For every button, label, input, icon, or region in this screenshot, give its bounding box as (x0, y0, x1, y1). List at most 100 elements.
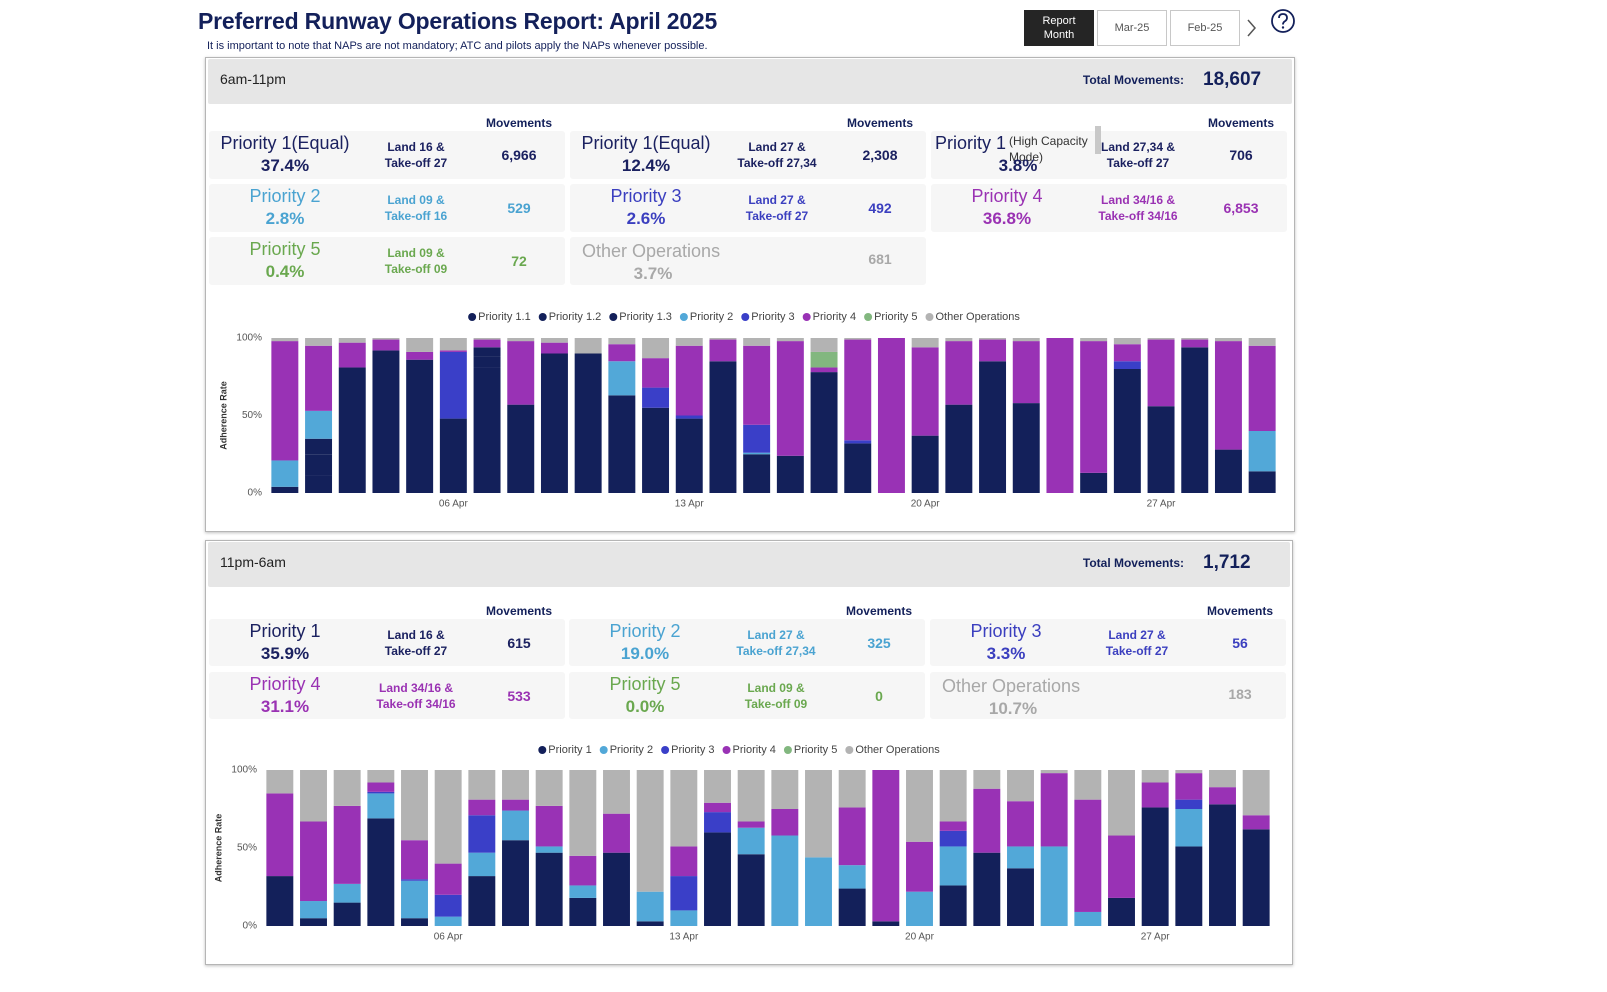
priority-card: Priority 2 2.8% Land 09 & Take-off 16 529 (209, 184, 565, 232)
movements-header: Movements (1207, 116, 1275, 130)
runway-line: Land 34/16 & (378, 681, 454, 695)
priority-card: Priority 4 36.8% Land 34/16 & Take-off 34/1… (931, 184, 1287, 232)
report-month-button[interactable]: Report Month (1024, 10, 1094, 46)
report-subtitle: It is important to note that NAPs are no… (207, 40, 708, 52)
runway-line: Take-off 27 (384, 156, 448, 170)
scroll-bar (1095, 126, 1101, 154)
runway-line: Land 27 & (1108, 628, 1166, 642)
card-movements: 2,308 (862, 147, 898, 163)
card-runway: Land 27,34 & Take-off 27 (1068, 139, 1208, 171)
priority-card: Priority 4 31.1% Land 34/16 & Take-off 34/1… (209, 672, 565, 719)
card-runway: Land 09 & Take-off 09 (346, 245, 486, 277)
movements-header: Movements (845, 604, 913, 618)
movements-header: Movements (485, 604, 553, 618)
section-header (208, 542, 1290, 587)
card-title: Other Operations (942, 676, 1081, 696)
priority-card: Priority 1 (High Capacity Mode) 3.8% Land 2… (931, 131, 1287, 179)
card-movements: 615 (507, 635, 531, 651)
card-title: Priority 3 (610, 186, 682, 206)
month-button[interactable]: Feb-25 (1170, 10, 1240, 46)
card-runway: Land 09 & Take-off 09 (706, 680, 846, 712)
card-percent: 0.4% (265, 262, 305, 281)
card-title: Priority 4 (971, 186, 1043, 206)
card-percent: 36.8% (982, 209, 1032, 228)
runway-line: Land 16 & (387, 628, 445, 642)
runway-line: Land 27 & (748, 140, 806, 154)
report-title: Preferred Runway Operations Report: Apri… (198, 8, 718, 34)
card-movements: 492 (868, 200, 892, 216)
next-arrow[interactable] (1243, 16, 1259, 40)
card-percent: 12.4% (621, 156, 671, 175)
card-title: Priority 1(Equal) (220, 133, 350, 153)
runway-line: Land 09 & (387, 246, 445, 260)
priority-card: Priority 1(Equal) 12.4% Land 27 & Take-off … (570, 131, 926, 179)
runway-line: Take-off 09 (384, 262, 448, 276)
card-percent: 2.6% (626, 209, 666, 228)
card-title: Priority 5 (609, 674, 681, 694)
help-icon[interactable] (1269, 7, 1297, 35)
card-percent: 3.8% (998, 156, 1038, 175)
card-title: Priority 1(Equal) (581, 133, 711, 153)
runway-line: Take-off 27 (745, 209, 809, 223)
runway-line: Take-off 34/16 (1098, 209, 1178, 223)
card-movements: 72 (511, 253, 527, 269)
priority-card: Other Operations 10.7% 183 (930, 672, 1286, 719)
card-percent: 3.3% (986, 644, 1026, 663)
card-runway: Land 34/16 & Take-off 34/16 (346, 680, 486, 712)
card-runway: Land 09 & Take-off 16 (346, 192, 486, 224)
card-percent: 2.8% (265, 209, 305, 228)
runway-line: Take-off 09 (744, 697, 808, 711)
priority-card: Priority 2 19.0% Land 27 & Take-off 27,34 32… (569, 619, 925, 666)
card-movements: 6,853 (1223, 200, 1259, 216)
card-percent: 3.7% (633, 264, 673, 283)
card-percent: 31.1% (260, 697, 310, 716)
card-movements: 533 (507, 688, 531, 704)
runway-line: Land 16 & (387, 140, 445, 154)
card-runway: Land 27 & Take-off 27,34 (707, 139, 847, 171)
card-percent: 19.0% (620, 644, 670, 663)
card-title: Priority 2 (249, 186, 321, 206)
card-percent: 37.4% (260, 156, 310, 175)
total-label: Total Movements: (1082, 73, 1184, 87)
card-movements: 706 (1229, 147, 1253, 163)
movements-header: Movements (846, 116, 914, 130)
card-movements: 0 (875, 688, 883, 704)
card-movements: 681 (868, 251, 892, 267)
card-title: Priority 4 (249, 674, 321, 694)
card-runway: Land 27 & Take-off 27,34 (706, 627, 846, 659)
runway-line: Take-off 16 (384, 209, 448, 223)
card-movements: 529 (507, 200, 531, 216)
runway-line: Land 09 & (747, 681, 805, 695)
runway-line: Land 27 & (748, 193, 806, 207)
card-title: Priority 5 (249, 239, 321, 259)
priority-card: Priority 5 0.0% Land 09 & Take-off 09 0 (569, 672, 925, 719)
runway-line: Land 34/16 & (1100, 193, 1176, 207)
card-note: (High Capacity Mode) (1009, 134, 1088, 164)
card-runway: Land 34/16 & Take-off 34/16 (1068, 192, 1208, 224)
priority-card: Other Operations 3.7% 681 (570, 237, 926, 285)
runway-line: Land 27 & (747, 628, 805, 642)
card-percent: 35.9% (260, 644, 310, 663)
section-panel (205, 57, 1295, 532)
card-percent: 0.0% (625, 697, 665, 716)
section-header (208, 59, 1292, 104)
card-runway: Land 16 & Take-off 27 (346, 139, 486, 171)
runway-line: Take-off 27,34 (737, 156, 817, 170)
movements-header: Movements (1206, 604, 1274, 618)
month-button[interactable]: Mar-25 (1097, 10, 1167, 46)
total-value: 18,607 (1203, 69, 1262, 90)
card-title: Other Operations (582, 241, 721, 261)
priority-card: Priority 1(Equal) 37.4% Land 16 & Take-off … (209, 131, 565, 179)
card-title: Priority 3 (970, 621, 1042, 641)
total-label: Total Movements: (1082, 556, 1184, 570)
runway-line: Take-off 34/16 (376, 697, 456, 711)
section-label: 6am-11pm (220, 71, 286, 87)
runway-line: Land 09 & (387, 193, 445, 207)
priority-card: Priority 3 2.6% Land 27 & Take-off 27 492 (570, 184, 926, 232)
total-value: 1,712 (1203, 552, 1251, 573)
movements-header: Movements (485, 116, 553, 130)
card-movements: 183 (1228, 686, 1252, 702)
card-percent: 10.7% (988, 699, 1038, 718)
card-movements: 6,966 (501, 147, 537, 163)
